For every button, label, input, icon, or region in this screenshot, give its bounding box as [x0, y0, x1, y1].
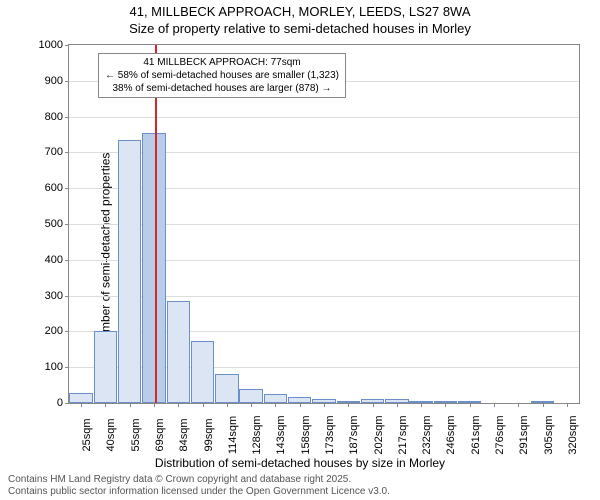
- xtick-label: 128sqm: [251, 415, 263, 454]
- xtick-mark: [324, 403, 325, 407]
- xtick-label: 143sqm: [275, 415, 287, 454]
- footer-line2: Contains public sector information licen…: [8, 486, 390, 498]
- xtick-label: 305sqm: [543, 415, 555, 454]
- ytick-label: 200: [45, 325, 63, 337]
- histogram-bar: [215, 374, 238, 403]
- histogram-bar: [94, 331, 117, 403]
- xtick-mark: [421, 403, 422, 407]
- xtick-mark: [105, 403, 106, 407]
- xtick-mark: [397, 403, 398, 407]
- annotation-line3: 38% of semi-detached houses are larger (…: [105, 82, 339, 95]
- histogram-bar: [167, 301, 190, 403]
- xtick-label: 187sqm: [348, 415, 360, 454]
- ytick-label: 600: [45, 182, 63, 194]
- ytick-label: 400: [45, 254, 63, 266]
- xtick-label: 276sqm: [494, 415, 506, 454]
- reference-line: [155, 45, 157, 403]
- xtick-label: 246sqm: [445, 415, 457, 454]
- xtick-label: 69sqm: [154, 418, 166, 451]
- plot-area: 0100200300400500600700800900100025sqm40s…: [68, 44, 580, 404]
- xtick-label: 114sqm: [227, 416, 239, 454]
- ytick-label: 500: [45, 218, 63, 230]
- ytick-mark: [65, 296, 69, 297]
- ytick-mark: [65, 45, 69, 46]
- ytick-mark: [65, 81, 69, 82]
- annotation-box: 41 MILLBECK APPROACH: 77sqm← 58% of semi…: [98, 53, 346, 98]
- xtick-mark: [275, 403, 276, 407]
- xtick-label: 84sqm: [178, 418, 190, 451]
- ytick-mark: [65, 260, 69, 261]
- ytick-label: 100: [45, 361, 63, 373]
- histogram-bar: [191, 341, 214, 403]
- xtick-label: 217sqm: [397, 415, 409, 454]
- xtick-mark: [518, 403, 519, 407]
- annotation-line1: 41 MILLBECK APPROACH: 77sqm: [105, 56, 339, 69]
- ytick-label: 1000: [39, 39, 63, 51]
- xtick-label: 202sqm: [373, 415, 385, 454]
- xtick-mark: [445, 403, 446, 407]
- xtick-label: 158sqm: [300, 415, 312, 454]
- xtick-mark: [227, 403, 228, 407]
- xtick-mark: [81, 403, 82, 407]
- histogram-bar: [239, 389, 262, 403]
- ytick-mark: [65, 152, 69, 153]
- ytick-label: 0: [57, 397, 63, 409]
- xtick-label: 40sqm: [105, 418, 117, 451]
- histogram-bar: [118, 140, 141, 403]
- chart-footer: Contains HM Land Registry data © Crown c…: [8, 474, 390, 498]
- footer-line1: Contains HM Land Registry data © Crown c…: [8, 474, 390, 486]
- xtick-mark: [494, 403, 495, 407]
- x-axis-label: Distribution of semi-detached houses by …: [0, 456, 600, 470]
- ytick-mark: [65, 188, 69, 189]
- histogram-bar: [69, 393, 92, 403]
- xtick-mark: [154, 403, 155, 407]
- xtick-mark: [178, 403, 179, 407]
- xtick-label: 291sqm: [518, 415, 530, 454]
- xtick-mark: [470, 403, 471, 407]
- chart-title-line2: Size of property relative to semi-detach…: [0, 21, 600, 36]
- ytick-mark: [65, 224, 69, 225]
- xtick-label: 232sqm: [421, 415, 433, 454]
- ytick-label: 300: [45, 290, 63, 302]
- ytick-mark: [65, 331, 69, 332]
- ytick-mark: [65, 403, 69, 404]
- xtick-label: 25sqm: [81, 418, 93, 451]
- xtick-mark: [348, 403, 349, 407]
- chart-title-line1: 41, MILLBECK APPROACH, MORLEY, LEEDS, LS…: [0, 4, 600, 19]
- ytick-label: 800: [45, 111, 63, 123]
- grid-line: [69, 117, 579, 118]
- ytick-label: 700: [45, 146, 63, 158]
- annotation-line2: ← 58% of semi-detached houses are smalle…: [105, 69, 339, 82]
- ytick-label: 900: [45, 75, 63, 87]
- xtick-mark: [373, 403, 374, 407]
- ytick-mark: [65, 367, 69, 368]
- xtick-label: 320sqm: [567, 415, 579, 454]
- xtick-mark: [567, 403, 568, 407]
- xtick-mark: [300, 403, 301, 407]
- xtick-label: 173sqm: [324, 415, 336, 454]
- xtick-label: 55sqm: [130, 418, 142, 451]
- xtick-mark: [251, 403, 252, 407]
- xtick-mark: [203, 403, 204, 407]
- xtick-mark: [543, 403, 544, 407]
- histogram-bar: [142, 133, 165, 403]
- ytick-mark: [65, 117, 69, 118]
- chart-container: 41, MILLBECK APPROACH, MORLEY, LEEDS, LS…: [0, 0, 600, 500]
- histogram-bar: [264, 394, 287, 403]
- xtick-mark: [130, 403, 131, 407]
- xtick-label: 261sqm: [470, 415, 482, 454]
- xtick-label: 99sqm: [203, 418, 215, 451]
